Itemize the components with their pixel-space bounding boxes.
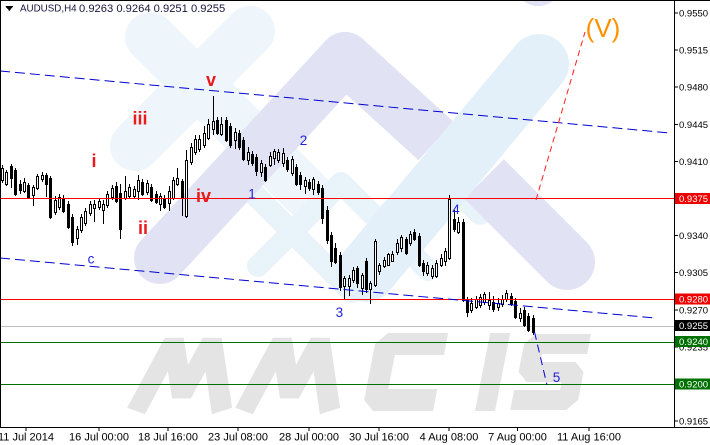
svg-text:3: 3 — [336, 305, 344, 320]
svg-text:30 Jul 16:00: 30 Jul 16:00 — [349, 432, 409, 444]
svg-text:iii: iii — [132, 109, 147, 129]
svg-text:AUDUSD,H4: AUDUSD,H4 — [20, 4, 77, 15]
svg-text:v: v — [206, 70, 216, 90]
svg-text:0.9235: 0.9235 — [679, 342, 708, 353]
svg-text:0.9550: 0.9550 — [679, 9, 708, 20]
svg-text:0.9375: 0.9375 — [679, 194, 708, 205]
svg-text:0.9240: 0.9240 — [679, 337, 708, 348]
svg-text:0.9305: 0.9305 — [679, 268, 708, 279]
svg-text:11 Jul 2014: 11 Jul 2014 — [0, 432, 54, 444]
svg-text:4: 4 — [452, 202, 460, 217]
svg-text:4 Aug 08:00: 4 Aug 08:00 — [420, 432, 479, 444]
svg-text:0.9280: 0.9280 — [679, 295, 708, 306]
svg-text:23 Jul 08:00: 23 Jul 08:00 — [208, 432, 268, 444]
svg-text:iv: iv — [196, 186, 211, 206]
svg-text:c: c — [88, 252, 95, 267]
svg-text:0.9445: 0.9445 — [679, 120, 708, 131]
svg-text:11 Aug 16:00: 11 Aug 16:00 — [557, 432, 621, 444]
svg-text:0.9340: 0.9340 — [679, 231, 708, 242]
svg-text:2: 2 — [300, 133, 308, 148]
svg-text:(V): (V) — [586, 13, 621, 43]
svg-text:0.9200: 0.9200 — [679, 380, 708, 391]
svg-text:0.9410: 0.9410 — [679, 157, 708, 168]
svg-text:1: 1 — [248, 187, 256, 202]
svg-text:18 Jul 16:00: 18 Jul 16:00 — [138, 432, 198, 444]
svg-text:ii: ii — [138, 218, 148, 238]
svg-text:7 Aug 00:00: 7 Aug 00:00 — [488, 432, 547, 444]
svg-text:0.9480: 0.9480 — [679, 83, 708, 94]
svg-text:0.9270: 0.9270 — [679, 305, 708, 316]
svg-text:0.9255: 0.9255 — [679, 321, 708, 332]
svg-text:i: i — [91, 151, 96, 171]
svg-text:16 Jul 00:00: 16 Jul 00:00 — [69, 432, 129, 444]
svg-text:0.9515: 0.9515 — [679, 46, 708, 57]
svg-text:28 Jul 00:00: 28 Jul 00:00 — [279, 432, 339, 444]
svg-text:0.9165: 0.9165 — [679, 417, 708, 428]
svg-text:0.9263 0.9264 0.9251 0.9255: 0.9263 0.9264 0.9251 0.9255 — [79, 3, 225, 15]
svg-text:5: 5 — [553, 370, 561, 385]
